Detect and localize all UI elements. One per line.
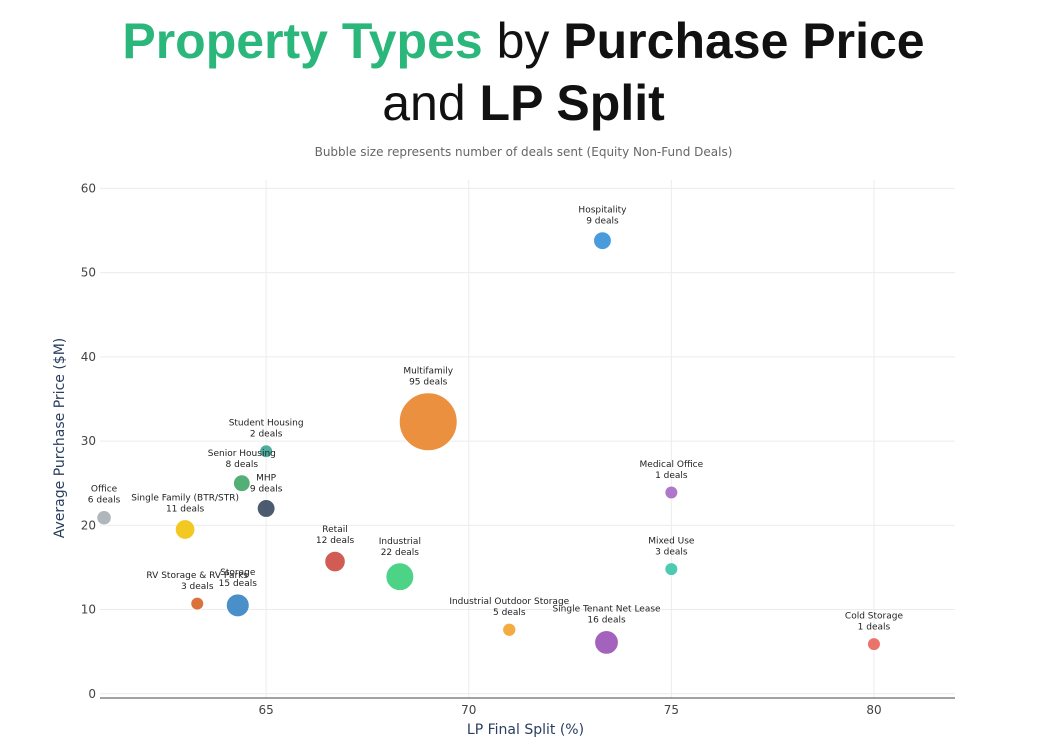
bubble-industrial[interactable] xyxy=(385,562,415,592)
title-bold-1: Purchase Price xyxy=(563,13,925,69)
bubble-deals-label: 11 deals xyxy=(166,505,205,515)
bubble-cold-storage[interactable] xyxy=(866,637,881,652)
axes: 0 10 20 30 40 50 60 65 70 75 80 xyxy=(81,181,955,717)
bubble-deals-label: 12 deals xyxy=(316,536,355,546)
bubble-student-housing[interactable] xyxy=(259,444,274,459)
bubble-storage[interactable] xyxy=(225,593,250,618)
bubble-deals-label: 9 deals xyxy=(586,217,619,227)
bubble-single-family-btr-str-[interactable] xyxy=(174,519,196,540)
bubble-deals-label: 6 deals xyxy=(88,495,121,505)
bubble-deals-label: 2 deals xyxy=(250,430,283,440)
x-tick-label: 70 xyxy=(461,703,476,717)
bubble-deals-label: 3 deals xyxy=(181,582,214,592)
bubble-name-label: Cold Storage xyxy=(845,612,904,622)
bubble-multifamily[interactable] xyxy=(398,392,458,452)
bubble-single-tenant-net-lease[interactable] xyxy=(594,630,619,655)
bubble-name-label: Industrial xyxy=(379,537,421,547)
title-connector: by xyxy=(482,13,564,69)
y-tick-label: 50 xyxy=(81,266,96,280)
bubble-deals-label: 1 deals xyxy=(655,471,688,481)
y-tick-label: 40 xyxy=(81,350,96,364)
y-tick-label: 10 xyxy=(81,603,96,617)
chart-subtitle: Bubble size represents number of deals s… xyxy=(314,145,733,159)
bubble-name-label: Mixed Use xyxy=(648,537,695,547)
bubble-name-label: Single Tenant Net Lease xyxy=(552,605,661,615)
x-tick-label: 80 xyxy=(866,703,881,717)
title-connector-2: and xyxy=(382,75,480,131)
x-axis-title: LP Final Split (%) xyxy=(467,722,584,738)
bubble-name-label: RV Storage & RV Parks xyxy=(146,571,248,581)
bubble-name-label: Hospitality xyxy=(578,206,627,216)
y-tick-label: 60 xyxy=(81,181,96,195)
x-tick-label: 75 xyxy=(664,703,679,717)
grid-lines xyxy=(100,180,955,698)
bubble-industrial-outdoor-storage[interactable] xyxy=(502,622,517,637)
bubble-office[interactable] xyxy=(96,509,112,526)
bubble-rv-storage-rv-parks[interactable] xyxy=(190,596,205,611)
bubble-deals-label: 3 deals xyxy=(655,548,688,558)
bubble-senior-housing[interactable] xyxy=(232,474,251,493)
bubble-name-label: Multifamily xyxy=(403,367,453,377)
bubble-name-label: Retail xyxy=(322,525,347,535)
y-axis-title: Average Purchase Price ($M) xyxy=(52,338,68,538)
bubble-name-label: Senior Housing xyxy=(208,449,276,459)
bubble-series xyxy=(96,231,881,655)
bubble-name-label: Single Family (BTR/STR) xyxy=(131,494,239,504)
y-tick-label: 0 xyxy=(88,687,96,701)
bubble-deals-label: 16 deals xyxy=(587,616,626,626)
y-tick-label: 20 xyxy=(81,518,96,532)
bubble-mixed-use[interactable] xyxy=(664,562,679,577)
bubble-deals-label: 8 deals xyxy=(226,460,259,470)
bubble-deals-label: 5 deals xyxy=(493,608,526,618)
bubble-name-label: Office xyxy=(91,484,118,494)
bubble-deals-label: 9 deals xyxy=(250,485,283,495)
title-accent: Property Types xyxy=(122,13,483,69)
bubble-mhp[interactable] xyxy=(256,499,276,518)
title-bold-2: LP Split xyxy=(479,75,665,131)
x-tick-label: 65 xyxy=(258,703,273,717)
chart-title: Property Types by Purchase Price and LP … xyxy=(0,10,1047,134)
bubble-name-label: Storage xyxy=(220,568,256,578)
bubble-deals-label: 22 deals xyxy=(381,548,420,558)
bubble-deals-label: 15 deals xyxy=(219,579,258,589)
bubble-medical-office[interactable] xyxy=(664,485,679,500)
bubble-name-label: MHP xyxy=(256,474,277,484)
bubble-deals-label: 95 deals xyxy=(409,378,448,388)
bubble-name-label: Industrial Outdoor Storage xyxy=(449,597,569,607)
y-tick-label: 30 xyxy=(81,434,96,448)
bubble-name-label: Student Housing xyxy=(229,419,304,429)
bubble-name-label: Medical Office xyxy=(640,460,704,470)
bubble-deals-label: 1 deals xyxy=(858,623,891,633)
bubble-hospitality[interactable] xyxy=(593,231,612,251)
bubble-retail[interactable] xyxy=(324,550,346,573)
